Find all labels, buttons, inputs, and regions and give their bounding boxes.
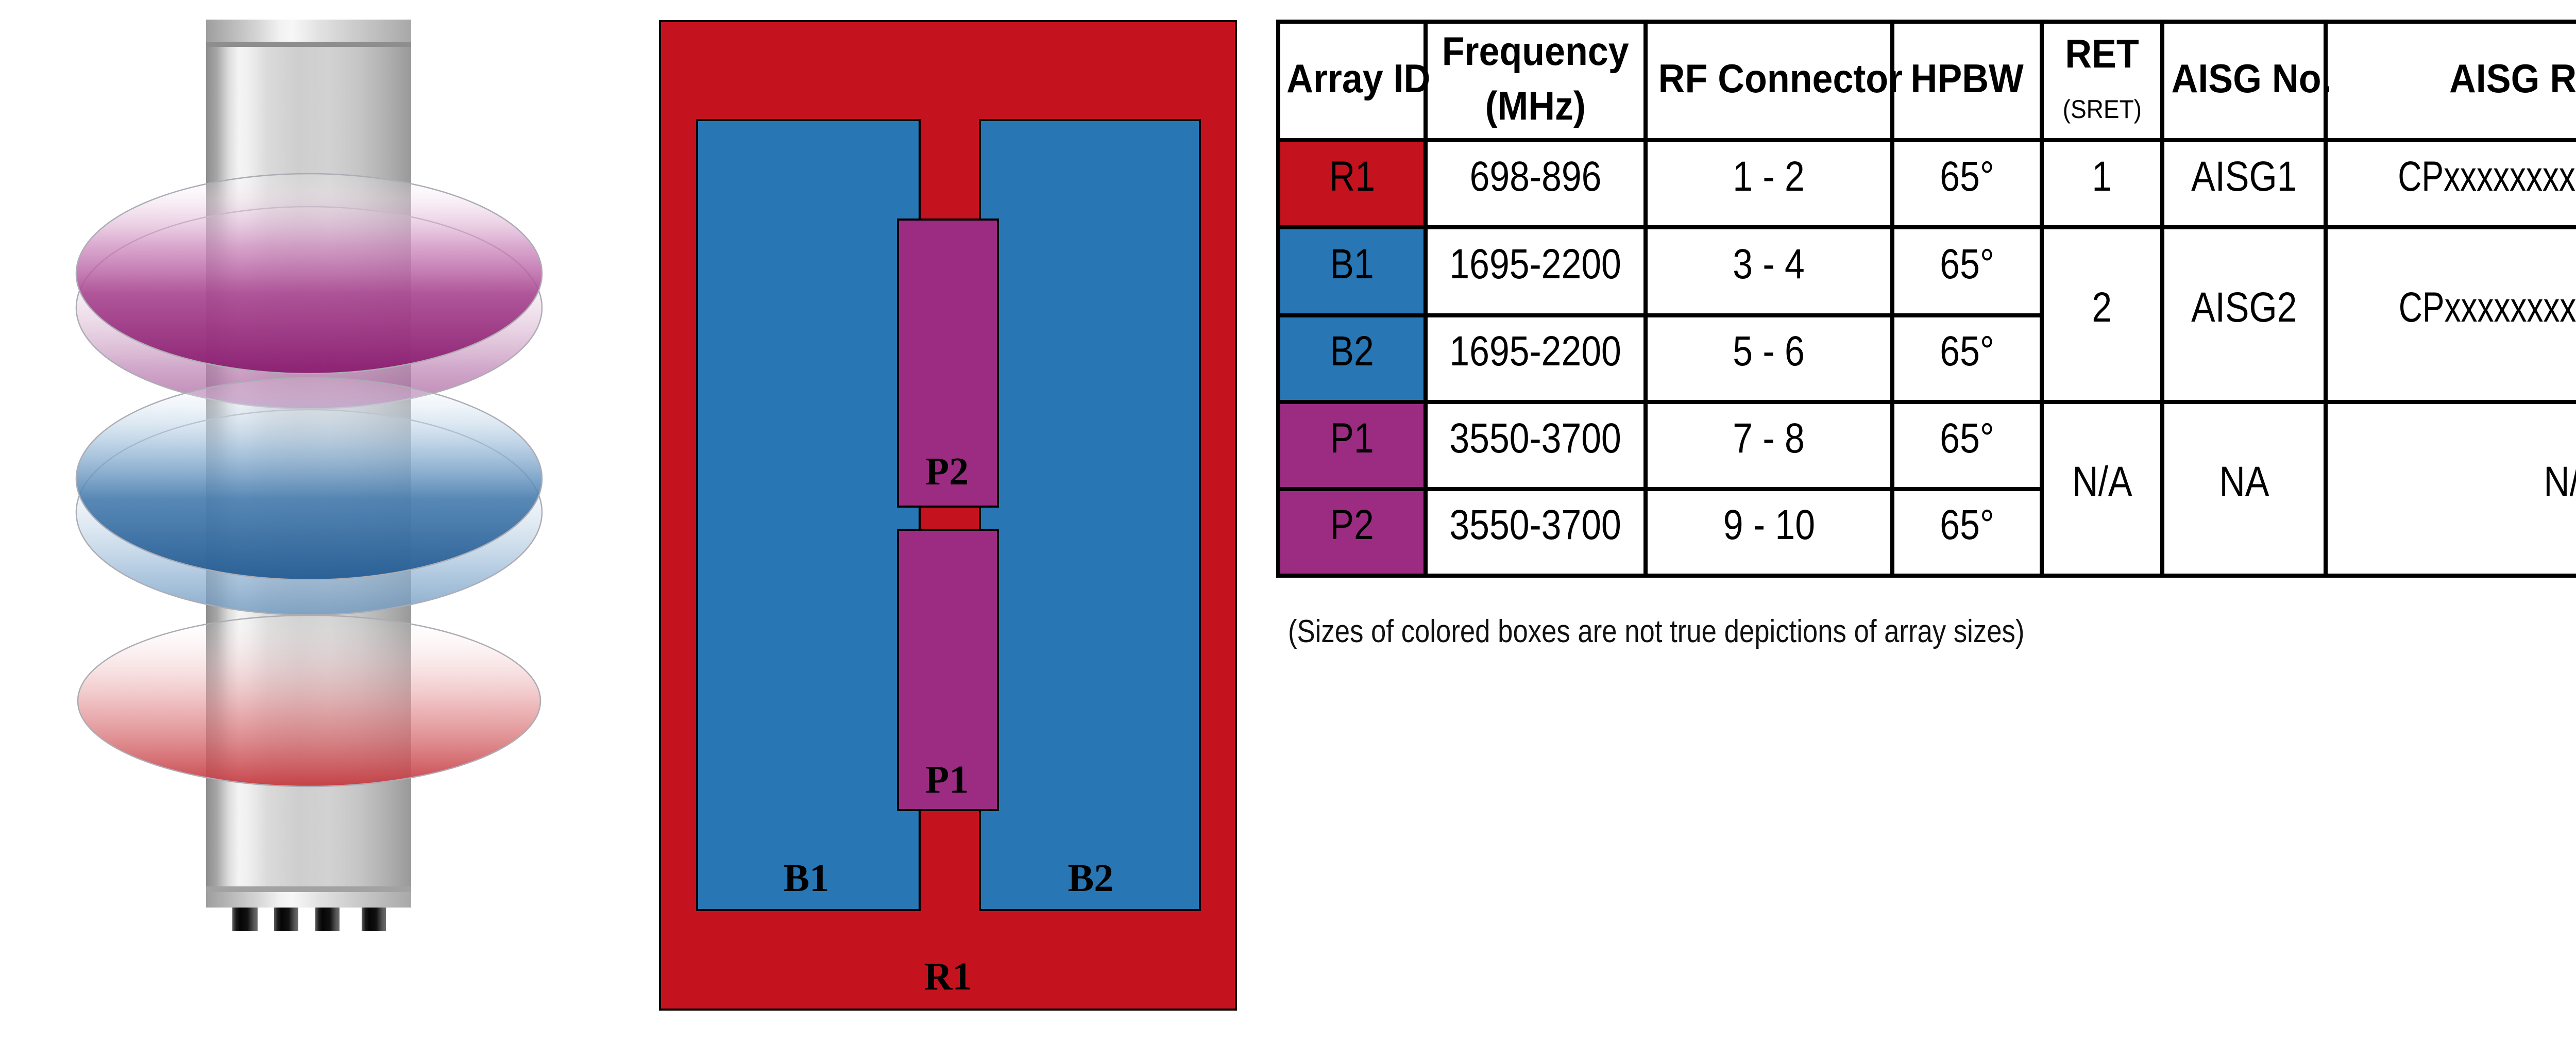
svg-text:P1: P1 [925,758,969,801]
svg-text:B1: B1 [784,857,829,900]
svg-text:R1: R1 [924,955,972,998]
svg-text:P2: P2 [925,450,969,493]
svg-text:B2: B2 [1068,857,1114,900]
